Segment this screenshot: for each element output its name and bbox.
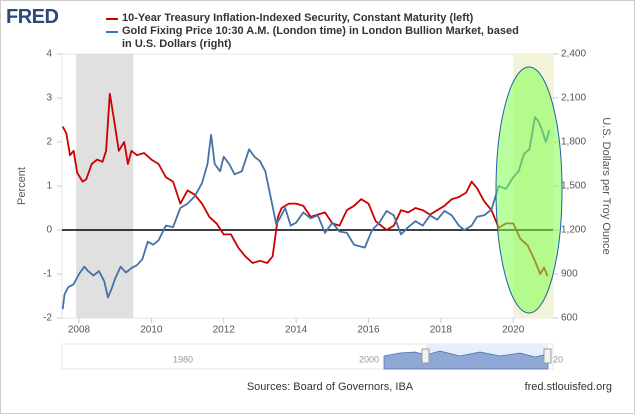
navigator (61, 343, 554, 370)
y-tick-label: 0 (46, 225, 52, 236)
series-line (61, 92, 549, 277)
background-layer (61, 53, 554, 319)
x-tick-label: 2008 (68, 325, 91, 336)
y2-axis-label: U.S. Dollars per Troy Ounce (600, 117, 612, 255)
y-tick-label: 2 (46, 137, 52, 148)
recession-band (76, 54, 134, 318)
navigator-label: 20 (553, 354, 563, 364)
x-tick-label: 2012 (213, 325, 236, 336)
y-tick-label: -2 (43, 313, 52, 324)
y-tick-label: 1 (46, 181, 52, 192)
logo: FRED (6, 6, 59, 28)
legend-label: Gold Fixing Price 10:30 A.M. (London tim… (122, 25, 519, 50)
navigator-handle[interactable] (421, 348, 430, 364)
y2-tick-label: 600 (561, 313, 578, 324)
legend: 10-Year Treasury Inflation-Indexed Secur… (106, 12, 526, 51)
legend-swatch (106, 31, 118, 33)
navigator-label: 1980 (173, 354, 193, 364)
y-tick-label: -1 (43, 269, 52, 280)
navigator-label: 2000 (359, 354, 379, 364)
y-tick-label: 3 (46, 93, 52, 104)
source: Sources: Board of Governors, IBA (247, 381, 414, 393)
legend-item[interactable]: 10-Year Treasury Inflation-Indexed Secur… (106, 12, 526, 25)
line-layer (61, 92, 551, 310)
highlight-ellipse (495, 66, 563, 314)
plot-area (61, 53, 554, 319)
y2-tick-label: 1,500 (561, 181, 586, 192)
y2-tick-label: 900 (561, 269, 578, 280)
legend-label: 10-Year Treasury Inflation-Indexed Secur… (122, 12, 474, 24)
legend-swatch (106, 18, 118, 20)
y2-tick-label: 2,400 (561, 49, 586, 60)
x-tick-label: 2014 (285, 325, 308, 336)
y-axis-label: Percent (16, 167, 28, 205)
y-tick-label: 4 (46, 49, 52, 60)
url: fred.stlouisfed.org (525, 381, 612, 393)
x-tick-label: 2018 (430, 325, 453, 336)
x-tick-label: 2016 (357, 325, 380, 336)
legend-item[interactable]: Gold Fixing Price 10:30 A.M. (London tim… (106, 25, 526, 51)
x-tick-label: 2020 (502, 325, 525, 336)
navigator-handle[interactable] (543, 348, 552, 364)
y2-tick-label: 1,200 (561, 225, 586, 236)
y2-tick-label: 1,800 (561, 137, 586, 148)
y2-tick-label: 2,100 (561, 93, 586, 104)
series-line (61, 116, 551, 310)
x-tick-label: 2010 (140, 325, 163, 336)
